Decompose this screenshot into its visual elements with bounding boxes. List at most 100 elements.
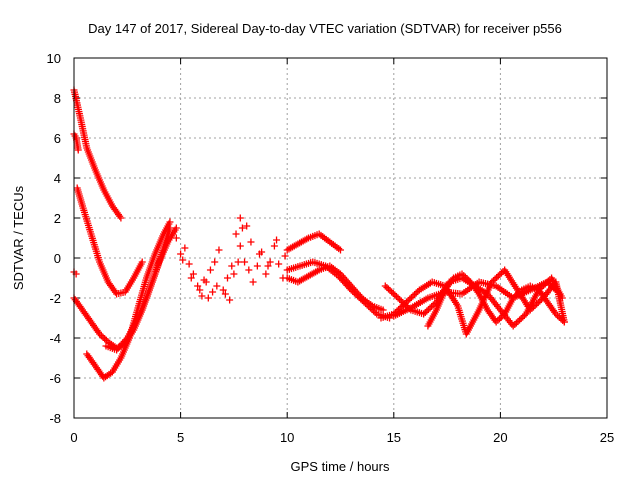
data-point bbox=[99, 333, 107, 341]
data-point bbox=[138, 258, 146, 266]
data-point bbox=[391, 291, 399, 299]
data-point bbox=[509, 322, 517, 330]
data-point bbox=[209, 288, 217, 296]
x-tick-labels: 0 5 10 15 20 25 bbox=[70, 430, 614, 445]
data-point bbox=[266, 258, 274, 266]
x-tick-label: 25 bbox=[600, 430, 614, 445]
data-point bbox=[428, 303, 436, 310]
data-point bbox=[221, 290, 229, 298]
y-tick-label: 10 bbox=[47, 51, 61, 66]
data-point bbox=[551, 286, 559, 293]
data-point bbox=[255, 250, 263, 258]
x-tick-label: 5 bbox=[177, 430, 184, 445]
data-point bbox=[74, 146, 82, 154]
data-point bbox=[519, 313, 527, 321]
data-point bbox=[213, 282, 221, 290]
data-point bbox=[230, 270, 238, 278]
y-tick-labels: -8 -6 -4 -2 0 2 4 6 8 10 bbox=[47, 51, 61, 426]
data-point bbox=[187, 274, 195, 282]
data-point bbox=[241, 258, 249, 266]
series-scatter-cluster bbox=[172, 214, 289, 304]
data-point bbox=[253, 262, 261, 270]
data-point bbox=[245, 266, 253, 274]
series-track-14 bbox=[424, 270, 568, 330]
data-point bbox=[228, 262, 236, 270]
data-point bbox=[219, 286, 227, 294]
data-point bbox=[211, 258, 219, 266]
data-point bbox=[360, 298, 368, 306]
data-point bbox=[358, 297, 366, 304]
data-point bbox=[185, 260, 193, 268]
data-point bbox=[536, 297, 544, 305]
data-point bbox=[264, 262, 272, 270]
y-tick-label: -4 bbox=[49, 331, 61, 346]
data-point bbox=[243, 222, 251, 230]
data-point bbox=[196, 286, 204, 294]
x-tick-label: 10 bbox=[280, 430, 294, 445]
data-point bbox=[426, 304, 434, 312]
y-axis-label: SDTVAR / TECUs bbox=[11, 185, 26, 290]
y-tick-label: 0 bbox=[54, 251, 61, 266]
data-point bbox=[407, 294, 415, 301]
data-point bbox=[494, 272, 502, 280]
data-point bbox=[179, 256, 187, 264]
data-point bbox=[346, 284, 354, 292]
data-point bbox=[396, 296, 404, 303]
data-point bbox=[394, 294, 402, 302]
data-point bbox=[189, 270, 197, 278]
data-point bbox=[545, 280, 553, 287]
data-point bbox=[101, 335, 109, 343]
plot-frame bbox=[73, 57, 608, 419]
data-point bbox=[249, 278, 257, 286]
data-point bbox=[177, 250, 185, 258]
series-track-3 bbox=[73, 184, 146, 298]
data-point bbox=[423, 307, 431, 315]
data-point bbox=[421, 309, 429, 316]
data-point bbox=[560, 318, 568, 326]
data-point bbox=[275, 260, 283, 268]
data-point bbox=[204, 294, 212, 302]
series-track-7 bbox=[102, 224, 174, 354]
series-track-2 bbox=[70, 130, 82, 154]
tick-marks bbox=[73, 57, 608, 419]
data-point bbox=[181, 244, 189, 252]
data-point bbox=[172, 224, 180, 232]
data-point bbox=[548, 283, 556, 290]
data-point bbox=[224, 274, 232, 282]
series-track-10 bbox=[283, 258, 394, 322]
data-point bbox=[363, 301, 371, 309]
data-point bbox=[347, 286, 355, 294]
data-point bbox=[232, 230, 240, 238]
data-point bbox=[388, 288, 396, 296]
data-point bbox=[412, 289, 420, 297]
data-point bbox=[386, 287, 394, 294]
data-point bbox=[381, 282, 389, 290]
data-point bbox=[496, 315, 504, 323]
data-point bbox=[553, 287, 561, 295]
series-track-9 bbox=[283, 230, 344, 254]
y-tick-label: 8 bbox=[54, 91, 61, 106]
data-point bbox=[362, 300, 370, 307]
y-tick-label: 2 bbox=[54, 211, 61, 226]
data-point bbox=[384, 285, 392, 293]
data-point bbox=[270, 242, 278, 250]
y-tick-label: -6 bbox=[49, 371, 61, 386]
data-point bbox=[514, 318, 522, 325]
y-tick-label: -2 bbox=[49, 291, 61, 306]
chart-title: Day 147 of 2017, Sidereal Day-to-day VTE… bbox=[88, 21, 562, 36]
data-point bbox=[511, 321, 519, 328]
data-point bbox=[516, 316, 524, 324]
series-track-1 bbox=[70, 86, 125, 222]
data-point bbox=[357, 295, 365, 303]
x-tick-label: 20 bbox=[493, 430, 507, 445]
data-point bbox=[198, 292, 206, 300]
data-point bbox=[370, 307, 378, 315]
data-point bbox=[281, 252, 289, 260]
data-point bbox=[355, 294, 363, 301]
data-point bbox=[262, 270, 270, 278]
data-point bbox=[404, 297, 412, 304]
data-point bbox=[392, 293, 400, 300]
data-point bbox=[352, 291, 360, 298]
x-tick-label: 0 bbox=[70, 430, 77, 445]
data-point bbox=[496, 271, 504, 278]
